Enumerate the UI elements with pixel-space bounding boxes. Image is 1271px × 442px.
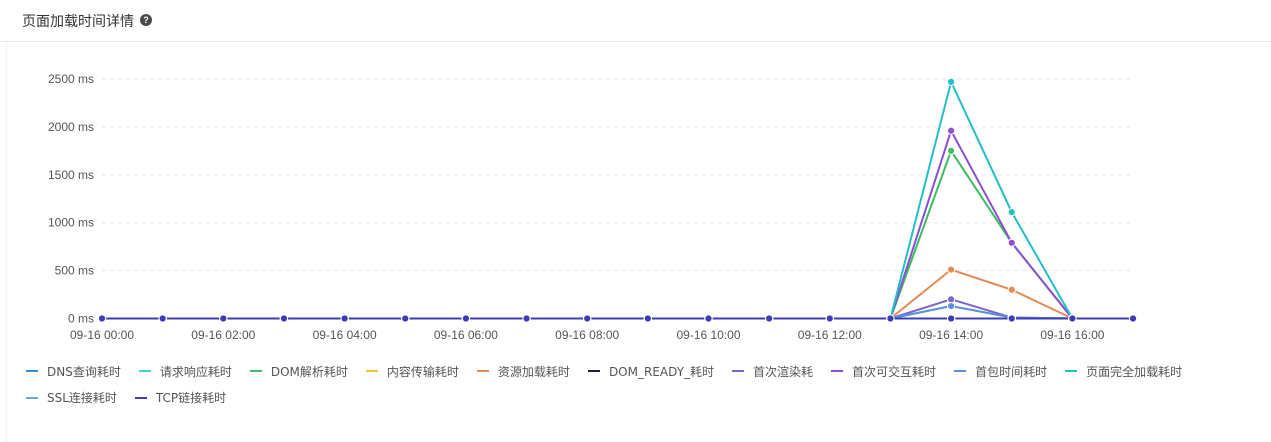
- data-point[interactable]: [461, 314, 470, 323]
- data-point[interactable]: [1128, 314, 1138, 323]
- legend-swatch: [249, 370, 262, 372]
- data-point[interactable]: [643, 314, 652, 323]
- legend-swatch: [732, 370, 745, 372]
- y-tick-label: 1500 ms: [48, 168, 94, 182]
- legend-label: 资源加载耗时: [497, 364, 570, 379]
- x-tick-label: 09-16 04:00: [313, 328, 377, 342]
- chart-legend: DNS查询耗时 请求响应耗时 DOM解析耗时 内容传输耗时 资源加载耗时 DOM_READ…: [26, 361, 1261, 414]
- data-point[interactable]: [401, 314, 410, 323]
- legend-label: 内容传输耗时: [386, 364, 459, 379]
- data-point[interactable]: [1068, 314, 1077, 323]
- series-line[interactable]: [102, 80, 1134, 320]
- legend-swatch: [365, 370, 378, 372]
- legend-swatch: [138, 370, 151, 372]
- panel-title: 页面加载时间详情: [22, 14, 134, 30]
- legend-label: SSL连接耗时: [47, 391, 117, 405]
- legend-item[interactable]: TCP链接耗时: [134, 391, 227, 405]
- legend-swatch: [476, 370, 489, 372]
- data-point[interactable]: [947, 295, 956, 304]
- legend-item[interactable]: 首次渲染耗: [732, 364, 814, 379]
- x-tick-label: 09-16 16:00: [1040, 328, 1104, 342]
- legend-swatch: [954, 370, 967, 372]
- legend-label: DNS查询耗时: [47, 364, 121, 379]
- legend-swatch: [26, 370, 38, 372]
- y-axis: 0 ms 500 ms 1000 ms 1500 ms 2000 ms 2500 ms: [48, 72, 94, 326]
- panel-header: 页面加载时间详情 ?: [0, 0, 1271, 42]
- y-tick-label: 1000 ms: [48, 216, 94, 230]
- data-point[interactable]: [1007, 238, 1016, 247]
- data-point[interactable]: [947, 126, 956, 135]
- data-point[interactable]: [522, 314, 531, 323]
- x-tick-label: 09-16 02:00: [191, 328, 255, 342]
- data-point[interactable]: [704, 314, 713, 323]
- legend-item[interactable]: SSL连接耗时: [26, 391, 117, 405]
- y-tick-label: 0 ms: [68, 312, 94, 326]
- legend-label: DOM_READY_耗时: [608, 364, 715, 379]
- legend-label: 请求响应耗时: [159, 364, 232, 379]
- legend-item[interactable]: DOM_READY_耗时: [587, 364, 715, 379]
- legend-swatch: [587, 370, 600, 372]
- y-tick-label: 500 ms: [55, 264, 94, 278]
- panel-divider: [6, 42, 7, 442]
- legend-item[interactable]: 首包时间耗时: [954, 364, 1048, 379]
- series-lines: [102, 80, 1134, 320]
- legend-label: 首次可交互耗时: [852, 364, 937, 379]
- data-point[interactable]: [279, 314, 289, 323]
- legend-label: TCP链接耗时: [155, 391, 227, 405]
- data-point[interactable]: [886, 314, 895, 323]
- question-circle-icon[interactable]: ?: [140, 14, 152, 26]
- legend-item[interactable]: DNS查询耗时: [26, 364, 121, 379]
- legend-label: 首包时间耗时: [975, 364, 1048, 379]
- data-points: [97, 77, 1138, 323]
- legend-item[interactable]: 内容传输耗时: [365, 364, 459, 379]
- legend-item[interactable]: 请求响应耗时: [138, 364, 232, 379]
- x-tick-label: 09-16 08:00: [555, 328, 619, 342]
- x-tick-label: 09-16 10:00: [676, 328, 740, 342]
- x-tick-label: 09-16 00:00: [70, 328, 134, 342]
- legend-item[interactable]: 首次可交互耗时: [831, 364, 937, 379]
- data-point[interactable]: [1007, 314, 1016, 323]
- legend-swatch: [26, 396, 38, 399]
- x-tick-label: 09-16 06:00: [434, 328, 498, 342]
- data-point[interactable]: [219, 314, 228, 323]
- data-point[interactable]: [947, 146, 956, 155]
- series-line[interactable]: [102, 298, 1134, 320]
- data-point[interactable]: [947, 265, 956, 274]
- legend-item[interactable]: 资源加载耗时: [476, 364, 570, 379]
- data-point[interactable]: [947, 77, 956, 86]
- data-point[interactable]: [158, 314, 167, 323]
- legend-label: 页面完全加载耗时: [1086, 364, 1183, 379]
- data-point[interactable]: [947, 314, 956, 323]
- y-tick-label: 2000 ms: [48, 120, 94, 134]
- grid-lines: [102, 78, 1134, 319]
- legend-label: DOM解析耗时: [270, 364, 348, 379]
- legend-swatch: [1065, 370, 1078, 372]
- data-point[interactable]: [947, 301, 956, 311]
- data-point[interactable]: [340, 314, 349, 323]
- legend-swatch: [134, 396, 147, 399]
- data-point[interactable]: [825, 314, 834, 323]
- series-line[interactable]: [102, 129, 1134, 320]
- data-point[interactable]: [765, 314, 774, 323]
- series-line[interactable]: [102, 149, 1134, 320]
- data-point[interactable]: [1007, 285, 1016, 294]
- x-axis: 09-16 00:00 09-16 02:00 09-16 04:00 09-16 0…: [70, 328, 1105, 342]
- data-point[interactable]: [583, 314, 592, 323]
- legend-label: 首次渲染耗: [753, 364, 814, 379]
- legend-item[interactable]: 页面完全加载耗时: [1065, 364, 1183, 379]
- x-tick-label: 09-16 14:00: [919, 328, 983, 342]
- legend-item[interactable]: DOM解析耗时: [249, 364, 348, 379]
- x-tick-label: 09-16 12:00: [798, 328, 862, 342]
- data-point[interactable]: [1007, 208, 1016, 217]
- data-point[interactable]: [97, 314, 107, 323]
- legend-swatch: [831, 370, 844, 372]
- y-tick-label: 2500 ms: [48, 72, 94, 86]
